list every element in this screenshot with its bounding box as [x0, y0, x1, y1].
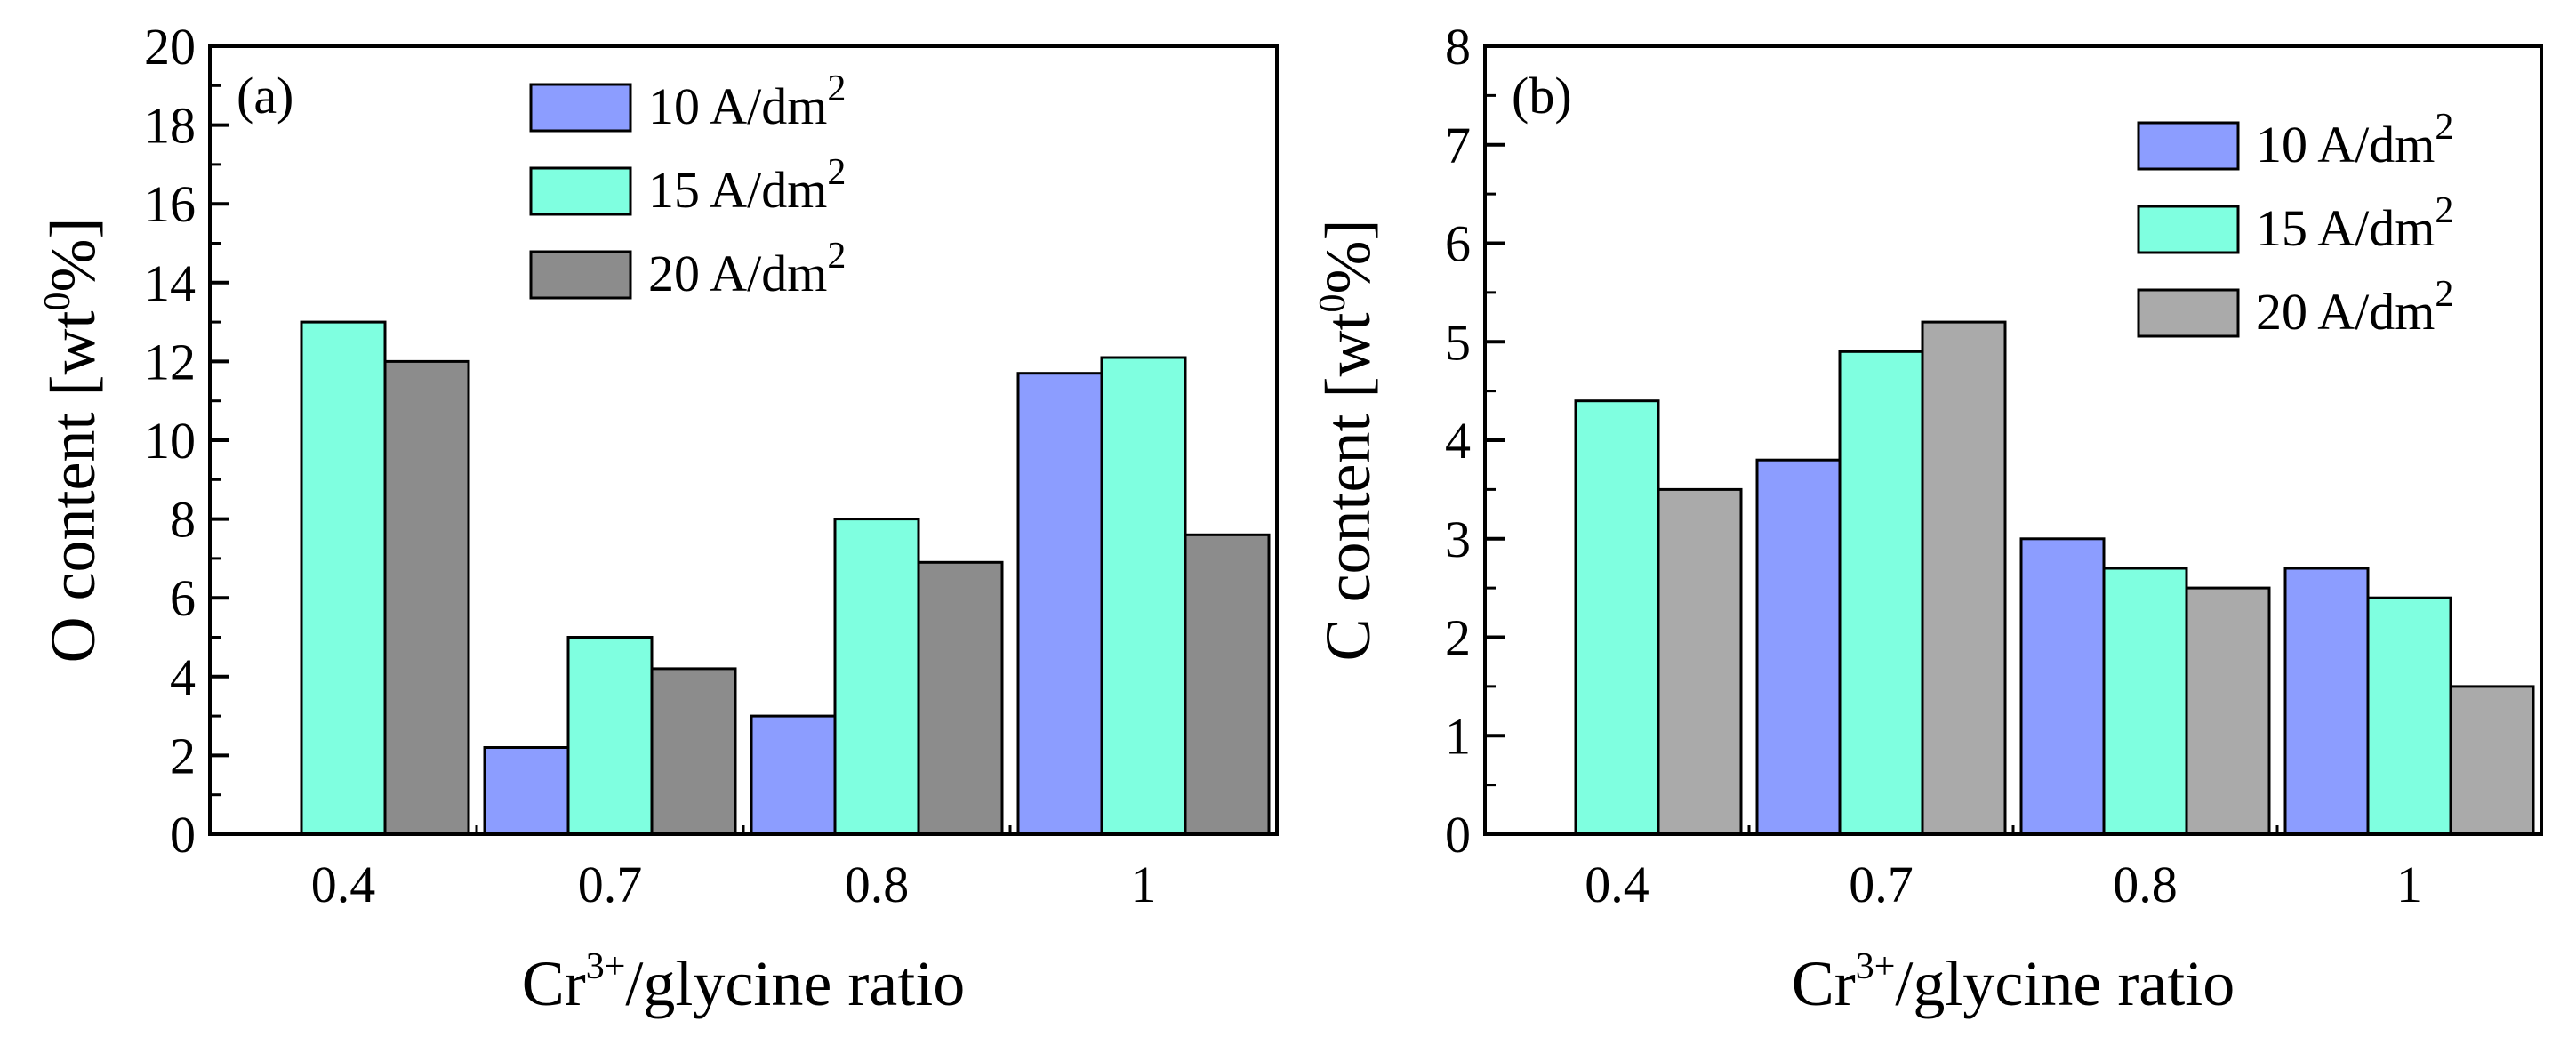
bar-20-1 [2449, 685, 2535, 836]
y-tick-label: 6 [1445, 215, 1471, 273]
y-tick-label: 0 [170, 806, 196, 864]
y-title-base: C content [wt [1312, 313, 1384, 662]
bar-15-1 [2366, 596, 2452, 836]
bar-10-0.7 [483, 746, 570, 836]
y-tick-label: 8 [1445, 18, 1471, 76]
y-tick-label: 18 [144, 97, 196, 155]
legend-swatch [2137, 288, 2240, 338]
y-tick-label: 3 [1445, 510, 1471, 568]
y-title-sup: 0 [1312, 294, 1353, 313]
x-axis-title: Cr3+/glycine ratio [522, 946, 966, 1019]
y-tick-label: 2 [1445, 609, 1471, 667]
y-tick-label: 5 [1445, 313, 1471, 371]
x-title-sup: 3+ [1856, 946, 1896, 987]
legend-swatch [2137, 121, 2240, 171]
legend-label-sup: 2 [827, 68, 846, 109]
bar-15-0.8 [833, 518, 920, 836]
legend-label-base: 10 A/dm [2256, 116, 2435, 173]
y-tick-label: 10 [144, 412, 196, 470]
y-tick-label: 20 [144, 18, 196, 76]
legend-swatch [529, 83, 632, 133]
panel-label: (a) [237, 67, 293, 125]
bar-20-0.7 [650, 667, 737, 836]
y-axis-title: C content [wt0%] [1312, 220, 1384, 662]
legend-label: 15 A/dm2 [2256, 190, 2453, 257]
bar-15-0.7 [1838, 350, 1924, 836]
y-tick-label: 4 [1445, 412, 1471, 470]
y-title-sup: 0 [37, 293, 78, 311]
y-axis-title: O content [wt0%] [37, 218, 108, 663]
bar-15-0.8 [2102, 567, 2188, 836]
x-tick-label: 1 [2396, 856, 2422, 913]
legend-swatch [529, 166, 632, 216]
y-title-tail: %] [37, 218, 108, 293]
bar-20-0.4 [383, 359, 470, 836]
x-title-base: Cr [522, 948, 586, 1019]
legend-label-base: 15 A/dm [648, 161, 827, 219]
y-tick-label: 2 [170, 727, 196, 784]
bar-10-1 [1016, 372, 1103, 836]
panel-label: (b) [1512, 67, 1572, 125]
legend-label-sup: 2 [827, 236, 846, 277]
legend-label-base: 20 A/dm [648, 245, 827, 302]
bar-15-1 [1100, 356, 1187, 836]
y-tick-label: 14 [144, 254, 196, 312]
y-tick-label: 8 [170, 491, 196, 549]
x-axis-title: Cr3+/glycine ratio [1792, 946, 2235, 1019]
y-title-tail: %] [1312, 220, 1384, 294]
y-title-base: O content [wt [37, 311, 108, 663]
legend-label: 20 A/dm2 [648, 236, 846, 302]
legend-label: 20 A/dm2 [2256, 274, 2453, 341]
x-title-tail: /glycine ratio [1895, 948, 2235, 1019]
x-title-base: Cr [1792, 948, 1856, 1019]
legend-label: 10 A/dm2 [2256, 107, 2453, 173]
bar-20-0.8 [917, 560, 1004, 836]
x-tick-label: 0.7 [578, 856, 643, 913]
chart-panel-b: 0 1 2 3 4 5 6 7 8 0.4 0.7 0.8 1 (b) Cr3+/glycine ratio… [1312, 18, 2543, 1019]
bar-10-1 [2283, 567, 2370, 836]
x-tick-label: 0.8 [2113, 856, 2178, 913]
legend-label-base: 20 A/dm [2256, 283, 2435, 341]
x-tick-label: 0.4 [311, 856, 376, 913]
bar-15-0.4 [1574, 399, 1660, 836]
legend-label-base: 10 A/dm [648, 77, 827, 135]
y-tick-label: 1 [1445, 707, 1471, 765]
legend-label-sup: 2 [2435, 190, 2453, 231]
legend-label-sup: 2 [2435, 107, 2453, 148]
legend-label: 10 A/dm2 [648, 68, 846, 135]
x-tick-label: 1 [1131, 856, 1157, 913]
y-tick-label: 12 [144, 333, 196, 390]
legend-label-sup: 2 [2435, 274, 2453, 315]
y-tick-label: 4 [170, 648, 196, 706]
x-tick-label: 0.7 [1849, 856, 1914, 913]
y-tick-label: 16 [144, 175, 196, 233]
legend-label-sup: 2 [827, 152, 846, 193]
bar-10-0.8 [750, 714, 837, 836]
bar-10-0.7 [1755, 458, 1842, 836]
x-title-tail: /glycine ratio [625, 948, 965, 1019]
legend-label-base: 15 A/dm [2256, 199, 2435, 257]
legend-swatch [529, 250, 632, 300]
x-tick-label: 0.8 [845, 856, 910, 913]
legend-label: 15 A/dm2 [648, 152, 846, 219]
bar-20-0.4 [1657, 487, 1743, 836]
x-tick-label: 0.4 [1585, 856, 1649, 913]
y-tick-label: 6 [170, 569, 196, 627]
bar-20-0.7 [1921, 320, 2007, 836]
bar-20-1 [1184, 533, 1271, 836]
y-tick-label: 7 [1445, 117, 1471, 174]
y-tick-label: 0 [1445, 806, 1471, 864]
bar-20-0.8 [2185, 586, 2271, 836]
x-title-sup: 3+ [586, 946, 626, 987]
bar-15-0.4 [300, 320, 387, 836]
legend-swatch [2137, 205, 2240, 254]
bar-10-0.8 [2019, 537, 2106, 836]
bar-15-0.7 [566, 636, 654, 836]
